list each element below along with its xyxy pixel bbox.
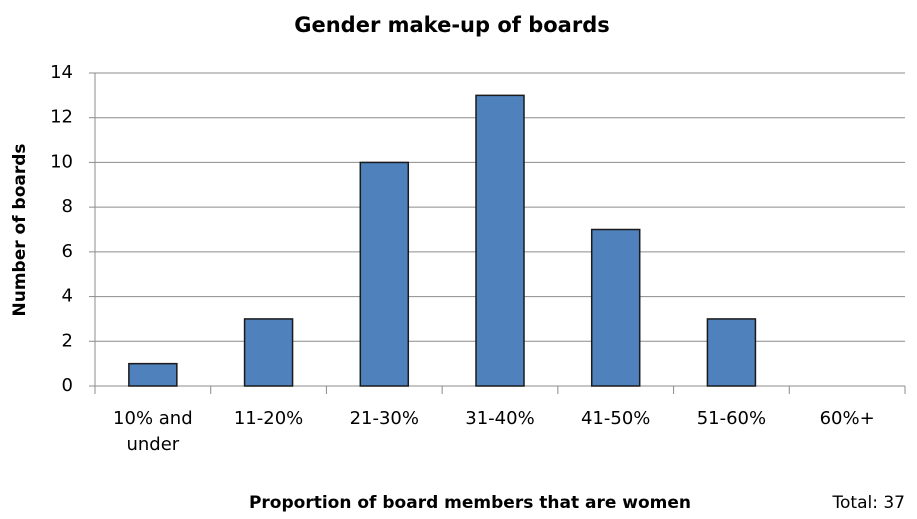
y-tick-label: 14 <box>50 62 73 83</box>
x-tick-label: 51-60% <box>696 408 767 429</box>
x-axis-label: Proportion of board members that are wom… <box>249 493 691 513</box>
bar <box>475 94 525 387</box>
y-tick-label: 4 <box>62 286 73 307</box>
y-tick-label: 0 <box>62 375 73 396</box>
x-tick-label: 10% and under <box>113 408 193 455</box>
y-tick-label: 10 <box>50 151 73 172</box>
y-tick-label: 8 <box>62 196 73 217</box>
bar <box>590 228 641 387</box>
y-tick-label: 6 <box>62 241 73 262</box>
annotation: Total: 37 <box>832 493 905 513</box>
x-tick-label: 41-50% <box>580 408 651 429</box>
x-tick-label: 11-20% <box>233 408 304 429</box>
bar <box>128 362 178 387</box>
y-tick-label: 12 <box>50 107 73 128</box>
bar <box>243 318 294 387</box>
x-tick-label: 60%+ <box>819 408 875 429</box>
x-tick-label: 31-40% <box>465 408 535 429</box>
chart-title: Gender make-up of boards <box>294 13 609 37</box>
bar <box>706 318 757 387</box>
y-axis-label: Number of boards <box>10 143 30 316</box>
x-tick-label: 21-30% <box>349 408 419 429</box>
y-tick-label: 2 <box>62 330 73 351</box>
bar <box>359 161 410 387</box>
